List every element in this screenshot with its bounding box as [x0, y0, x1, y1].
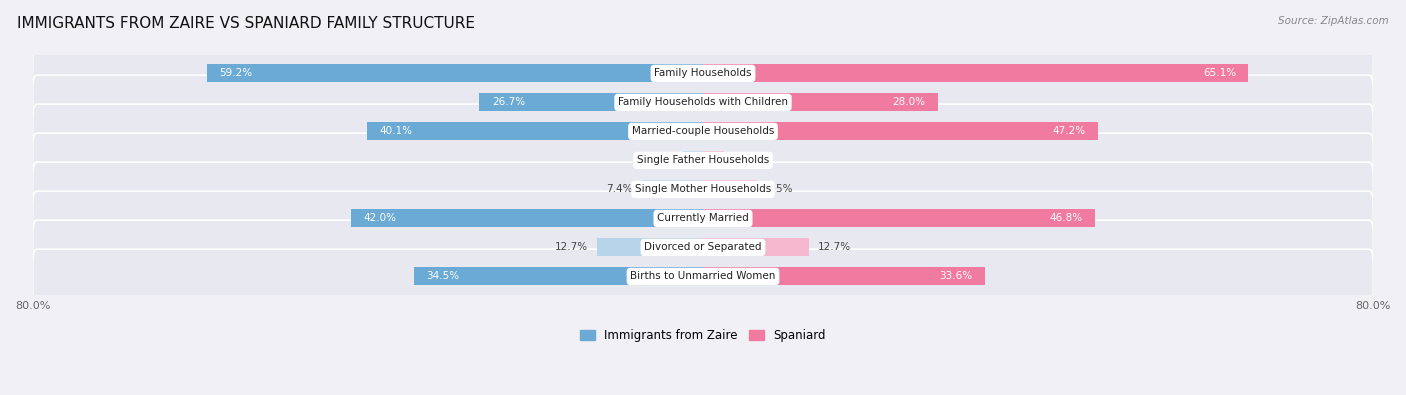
Text: 7.4%: 7.4% [606, 184, 633, 194]
Text: Currently Married: Currently Married [657, 213, 749, 224]
FancyBboxPatch shape [32, 220, 1374, 275]
FancyBboxPatch shape [32, 75, 1374, 130]
Text: 34.5%: 34.5% [426, 271, 460, 281]
Text: Married-couple Households: Married-couple Households [631, 126, 775, 136]
Text: Single Father Households: Single Father Households [637, 155, 769, 166]
Text: 12.7%: 12.7% [555, 243, 588, 252]
Bar [703, 122, 1098, 140]
Text: 65.1%: 65.1% [1202, 68, 1236, 78]
Text: Family Households: Family Households [654, 68, 752, 78]
Text: 26.7%: 26.7% [492, 98, 524, 107]
Text: 2.5%: 2.5% [733, 155, 759, 166]
Text: 59.2%: 59.2% [219, 68, 253, 78]
Legend: Immigrants from Zaire, Spaniard: Immigrants from Zaire, Spaniard [581, 329, 825, 342]
Bar [683, 151, 703, 169]
Bar [641, 181, 703, 198]
Text: Divorced or Separated: Divorced or Separated [644, 243, 762, 252]
Text: Single Mother Households: Single Mother Households [636, 184, 770, 194]
Text: 28.0%: 28.0% [891, 98, 925, 107]
Bar [703, 239, 810, 256]
Text: 12.7%: 12.7% [818, 243, 851, 252]
Text: Family Households with Children: Family Households with Children [619, 98, 787, 107]
Text: Births to Unmarried Women: Births to Unmarried Women [630, 271, 776, 281]
Bar [703, 93, 938, 111]
Text: IMMIGRANTS FROM ZAIRE VS SPANIARD FAMILY STRUCTURE: IMMIGRANTS FROM ZAIRE VS SPANIARD FAMILY… [17, 16, 475, 31]
Bar [352, 209, 703, 228]
Bar [367, 122, 703, 140]
FancyBboxPatch shape [32, 133, 1374, 188]
Bar [413, 267, 703, 286]
Bar [596, 239, 703, 256]
Text: 6.5%: 6.5% [766, 184, 793, 194]
Bar [703, 151, 724, 169]
Text: 40.1%: 40.1% [380, 126, 412, 136]
FancyBboxPatch shape [32, 162, 1374, 217]
FancyBboxPatch shape [32, 104, 1374, 159]
Bar [703, 267, 984, 286]
Text: 33.6%: 33.6% [939, 271, 972, 281]
FancyBboxPatch shape [32, 46, 1374, 101]
Bar [703, 209, 1095, 228]
Bar [207, 64, 703, 82]
Bar [479, 93, 703, 111]
Text: 42.0%: 42.0% [364, 213, 396, 224]
Bar [703, 181, 758, 198]
FancyBboxPatch shape [32, 191, 1374, 246]
Text: 46.8%: 46.8% [1049, 213, 1083, 224]
Text: Source: ZipAtlas.com: Source: ZipAtlas.com [1278, 16, 1389, 26]
Text: 2.4%: 2.4% [648, 155, 675, 166]
FancyBboxPatch shape [32, 249, 1374, 304]
Text: 47.2%: 47.2% [1053, 126, 1085, 136]
Bar [703, 64, 1249, 82]
